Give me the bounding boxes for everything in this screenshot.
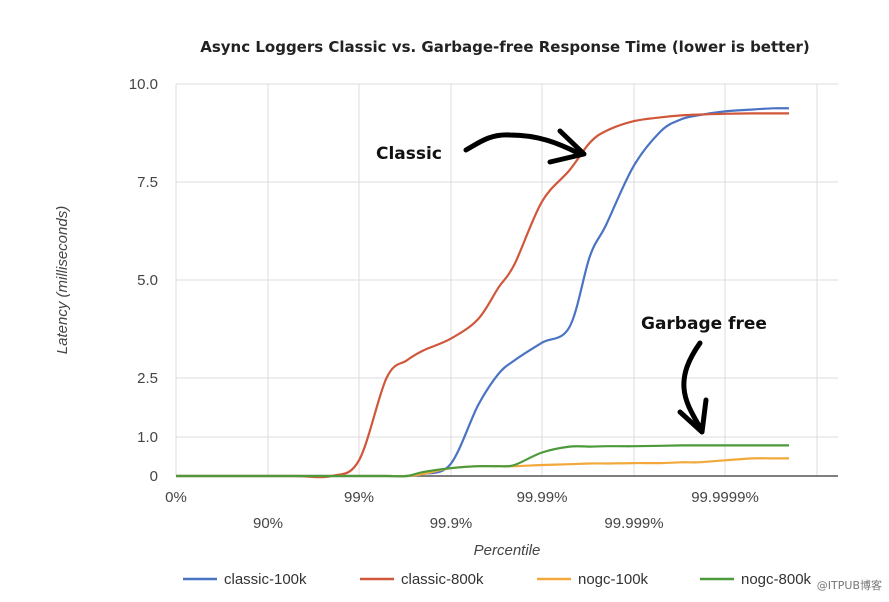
- x-tick-label: 99.9999%: [691, 489, 759, 506]
- annotation-classic-arrow: [463, 132, 581, 156]
- annotation-classic: Classic: [376, 128, 587, 165]
- legend-item-nogc-800k: nogc-800k: [700, 571, 812, 588]
- x-tick-label: 99%: [344, 489, 374, 506]
- legend-label: nogc-100k: [578, 571, 649, 588]
- series-layer: [175, 107, 790, 479]
- y-tick-labels: 10.0 7.5 5.0 2.5 1.0 0: [129, 76, 158, 485]
- x-tick-label: 99.9%: [430, 515, 473, 532]
- annotation-garbage-free-arrow: [681, 340, 705, 434]
- x-tick-labels: 0% 99% 99.99% 99.9999% 90% 99.9% 99.999%: [165, 489, 759, 532]
- legend-item-nogc-100k: nogc-100k: [537, 571, 649, 588]
- x-axis-title: Percentile: [474, 542, 541, 559]
- y-tick-label: 1.0: [137, 429, 158, 446]
- x-tick-label: 0%: [165, 489, 187, 506]
- legend-label: nogc-800k: [741, 571, 812, 588]
- legend-item-classic-100k: classic-100k: [183, 571, 307, 588]
- chart-title: Async Loggers Classic vs. Garbage-free R…: [200, 38, 810, 56]
- x-tick-label: 99.999%: [604, 515, 663, 532]
- y-axis-title: Latency (milliseconds): [54, 206, 71, 354]
- y-tick-label: 10.0: [129, 76, 158, 93]
- legend-item-classic-800k: classic-800k: [360, 571, 484, 588]
- legend-label: classic-800k: [401, 571, 484, 588]
- annotation-garbage-free-label: Garbage free: [641, 314, 767, 334]
- y-tick-label: 2.5: [137, 370, 158, 387]
- y-tick-label: 0: [150, 468, 158, 485]
- legend-label: classic-100k: [224, 571, 307, 588]
- grid: [175, 83, 838, 476]
- annotation-classic-arrowhead: [547, 128, 587, 165]
- legend: classic-100k classic-800k nogc-100k nogc-80…: [183, 571, 812, 588]
- series-line-nogc-800k: [175, 444, 789, 478]
- y-tick-label: 7.5: [137, 174, 158, 191]
- y-tick-label: 5.0: [137, 272, 158, 289]
- x-tick-label: 90%: [253, 515, 283, 532]
- x-tick-label: 99.99%: [517, 489, 568, 506]
- watermark: @ITPUB博客: [817, 578, 882, 592]
- annotation-garbage-free-arrowhead: [677, 397, 709, 435]
- annotation-classic-label: Classic: [376, 144, 442, 164]
- annotation-garbage-free: Garbage free: [641, 314, 767, 435]
